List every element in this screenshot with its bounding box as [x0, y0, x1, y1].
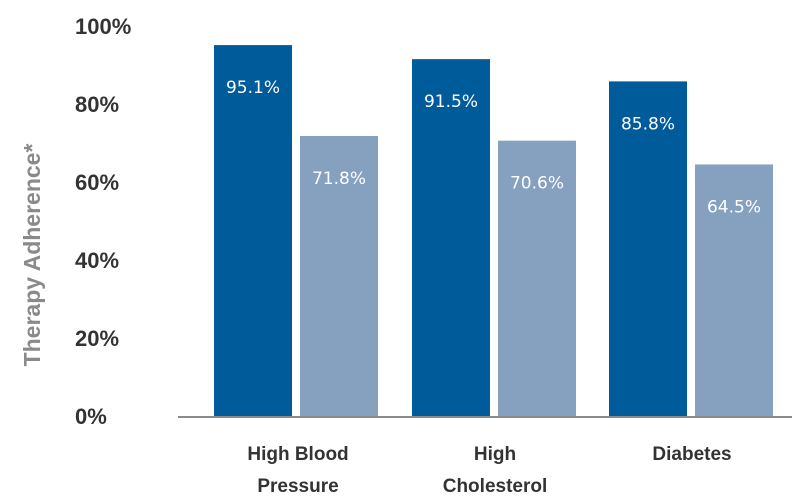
- y-axis-label: Therapy Adherence*: [19, 144, 45, 367]
- x-category-label: Cholesterol: [443, 476, 548, 497]
- bar-value-label: 91.5%: [424, 92, 478, 112]
- bar: [300, 135, 378, 417]
- bar: [609, 81, 687, 416]
- bar-value-label: 71.8%: [312, 169, 366, 189]
- data-labels: 95.1% 91.5% 85.8% 71.8% 70.6% 64.5%: [226, 78, 761, 217]
- bar-value-label: 95.1%: [226, 78, 280, 98]
- y-tick-label: 100%: [75, 14, 131, 39]
- bar: [214, 45, 292, 417]
- x-category-label: Pressure: [257, 476, 338, 497]
- y-tick-label: 40%: [75, 248, 119, 273]
- y-tick-label: 60%: [75, 170, 119, 195]
- y-tick-label: 0%: [75, 404, 107, 429]
- y-tick-label: 20%: [75, 326, 119, 351]
- bar: [498, 140, 576, 416]
- x-category-label: High Blood: [247, 444, 348, 465]
- bar: [695, 164, 773, 416]
- bar-value-label: 64.5%: [707, 197, 761, 217]
- x-category-label: High: [474, 444, 516, 465]
- bar: [412, 59, 490, 417]
- x-axis-categories: High Blood Pressure High Cholesterol Diabete…: [247, 444, 731, 497]
- y-axis-ticks: 0% 20% 40% 60% 80% 100%: [75, 14, 131, 429]
- x-category-label: Diabetes: [652, 444, 731, 465]
- bar-value-label: 85.8%: [621, 114, 675, 134]
- y-tick-label: 80%: [75, 92, 119, 117]
- bars: [214, 45, 773, 417]
- bar-value-label: 70.6%: [510, 174, 564, 194]
